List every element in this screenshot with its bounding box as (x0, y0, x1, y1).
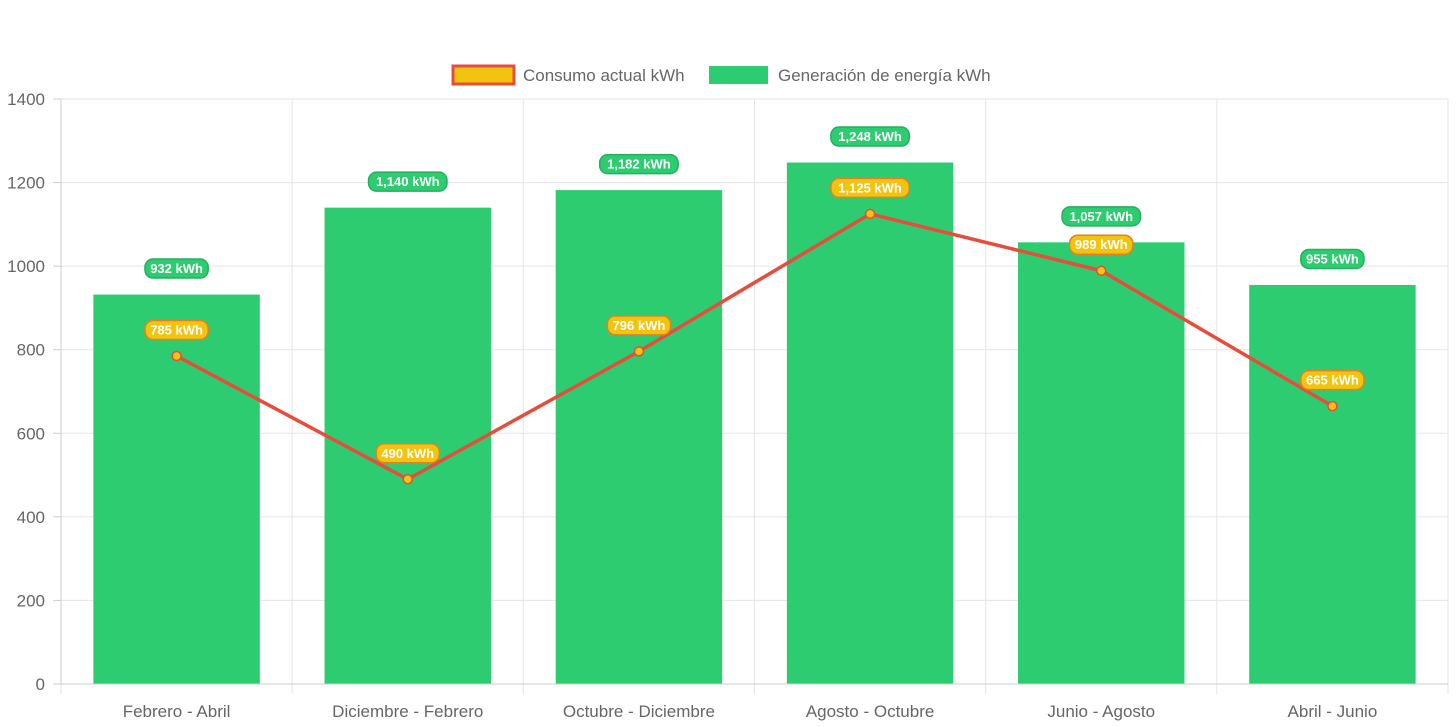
legend-item-consumo[interactable]: Consumo actual kWh (451, 64, 685, 86)
line-data-label-bg (606, 315, 672, 336)
line-data-label-text: 1,125 kWh (838, 180, 902, 195)
bar-data-label: 1,248 kWh (830, 126, 911, 147)
y-tick-label: 800 (17, 341, 45, 360)
bar-data-label-text: 955 kWh (1306, 251, 1359, 266)
x-tick-label: Agosto - Octubre (806, 702, 935, 721)
line-data-label: 796 kWh (606, 315, 672, 336)
line-data-label: 785 kWh (144, 319, 209, 341)
bar-data-label-text: 1,140 kWh (376, 174, 440, 189)
y-tick-label: 1400 (7, 90, 45, 109)
line-data-label-text: 989 kWh (1075, 237, 1128, 252)
line-data-label: 665 kWh (1300, 369, 1365, 391)
bar[interactable] (786, 162, 954, 684)
line-data-label-bg (830, 177, 911, 199)
bar-series (93, 162, 1416, 685)
legend[interactable]: Consumo actual kWh Generación de energía… (451, 64, 991, 86)
line-point[interactable] (402, 474, 413, 485)
line-data-label: 989 kWh (1068, 234, 1134, 255)
line-data-label-text: 665 kWh (1306, 373, 1359, 388)
bar-data-label: 955 kWh (1300, 248, 1365, 270)
bar-data-label: 1,140 kWh (367, 171, 448, 192)
x-tick-label: Febrero - Abril (123, 702, 231, 721)
bar[interactable] (555, 190, 723, 685)
line-data-label-text: 796 kWh (613, 318, 666, 333)
line-point[interactable] (864, 208, 876, 220)
data-labels: 932 kWh 1,140 kWh 1,182 kWh 1,248 kWh 1,057 … (144, 126, 1365, 464)
bar-data-label-bg (830, 126, 911, 147)
x-tick-label: Junio - Agosto (1047, 702, 1155, 721)
bar-data-label: 932 kWh (144, 258, 209, 279)
legend-swatch-generacion (709, 66, 768, 84)
bar-data-label-bg (598, 153, 679, 175)
line-data-label-bg (375, 443, 441, 464)
line-data-label-bg (1300, 369, 1365, 391)
line-point[interactable] (1096, 265, 1107, 276)
line-data-label-text: 490 kWh (381, 446, 434, 461)
bar-data-label-bg (367, 171, 448, 192)
line-data-label-text: 785 kWh (150, 322, 203, 337)
line-data-label: 490 kWh (375, 443, 441, 464)
bar[interactable] (1018, 242, 1185, 684)
y-tick-label: 1200 (7, 174, 45, 193)
legend-label-generacion: Generación de energía kWh (778, 66, 991, 85)
bar-data-label: 1,057 kWh (1061, 206, 1142, 227)
bar-data-label-text: 1,248 kWh (838, 129, 902, 144)
legend-item-generacion[interactable]: Generación de energía kWh (709, 66, 991, 85)
bar-data-label-bg (1061, 206, 1142, 227)
line-point[interactable] (1327, 400, 1338, 412)
bar-data-label-text: 1,057 kWh (1069, 209, 1133, 224)
grid (60, 98, 1449, 694)
bar-data-label-text: 932 kWh (150, 261, 203, 276)
y-tick-label: 1000 (7, 257, 45, 276)
y-tick-label: 600 (17, 424, 45, 443)
bar-data-label-bg (144, 258, 209, 279)
line-point[interactable] (633, 346, 645, 357)
bar-data-label-bg (1300, 248, 1365, 270)
line-series (171, 208, 1338, 485)
y-tick-label: 400 (17, 508, 45, 527)
x-tick-label: Diciembre - Febrero (332, 702, 483, 721)
line-point[interactable] (171, 350, 182, 362)
line-data-label: 1,125 kWh (830, 177, 911, 199)
line-data-label-bg (144, 319, 209, 341)
bar[interactable] (1249, 284, 1416, 684)
x-tick-label: Octubre - Diciembre (563, 702, 715, 721)
bar-data-label: 1,182 kWh (598, 153, 679, 175)
consumo-line (175, 212, 1334, 481)
x-tick-label: Abril - Junio (1288, 702, 1378, 721)
line-data-label-bg (1068, 234, 1134, 255)
x-axis: Febrero - Abril Diciembre - Febrero Octubr… (61, 683, 1448, 721)
bar-data-label-text: 1,182 kWh (607, 157, 671, 172)
legend-swatch-consumo (451, 64, 516, 86)
y-tick-label: 200 (17, 591, 45, 610)
y-axis: 0 200 400 600 800 1000 1200 1400 (7, 90, 62, 694)
y-tick-label: 0 (36, 675, 45, 694)
legend-label-consumo: Consumo actual kWh (523, 66, 685, 85)
